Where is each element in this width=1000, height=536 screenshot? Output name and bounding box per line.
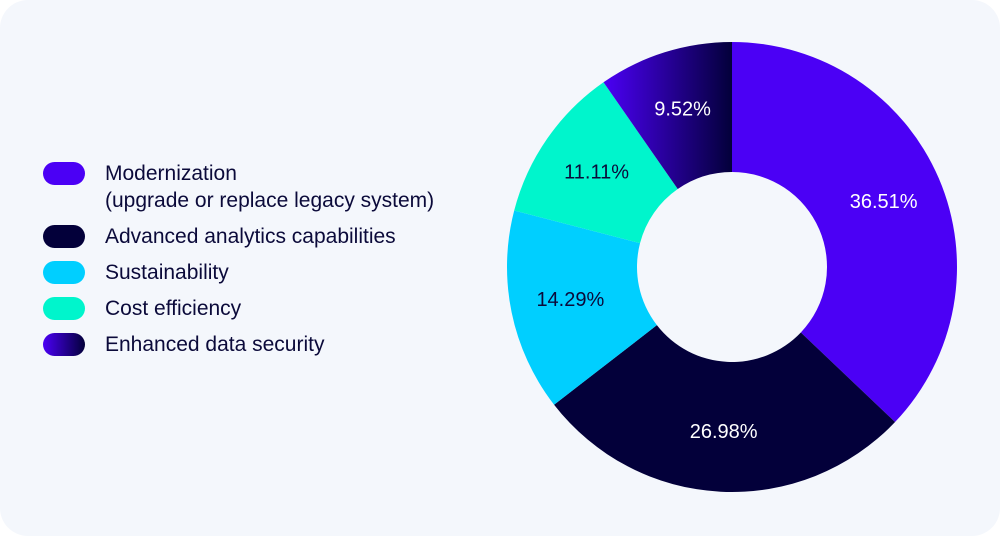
slice-modernization	[732, 42, 958, 423]
legend-label: Enhanced data security	[105, 333, 325, 356]
slice-label-data-security: 9.52%	[654, 99, 711, 121]
legend-item-data-security: Enhanced data security	[43, 331, 434, 358]
legend-label: Modernization (upgrade or replace legacy…	[105, 162, 435, 212]
legend-swatch	[43, 162, 85, 185]
slice-cost-efficiency	[514, 82, 678, 244]
slice-advanced-analytics	[554, 325, 896, 492]
legend-item-sustainability: Sustainability	[43, 259, 434, 286]
legend-label: Sustainability	[105, 261, 229, 284]
legend-swatch	[43, 225, 85, 248]
legend-item-cost-efficiency: Cost efficiency	[43, 295, 434, 322]
legend-swatch	[43, 297, 85, 320]
legend-item-advanced-analytics: Advanced analytics capabilities	[43, 223, 434, 250]
legend-item-modernization: Modernization (upgrade or replace legacy…	[43, 160, 434, 214]
legend-swatch	[43, 261, 85, 284]
legend-label: Cost efficiency	[105, 297, 242, 320]
legend: Modernization (upgrade or replace legacy…	[43, 160, 434, 367]
legend-swatch	[43, 333, 85, 356]
slice-label-advanced-analytics: 26.98%	[690, 421, 758, 443]
legend-label: Advanced analytics capabilities	[105, 225, 396, 248]
slice-label-sustainability: 14.29%	[536, 289, 604, 311]
slice-label-cost-efficiency: 11.11%	[564, 162, 629, 184]
slice-data-security	[603, 42, 732, 190]
slice-sustainability	[507, 210, 657, 405]
slice-label-modernization: 36.51%	[850, 191, 918, 213]
